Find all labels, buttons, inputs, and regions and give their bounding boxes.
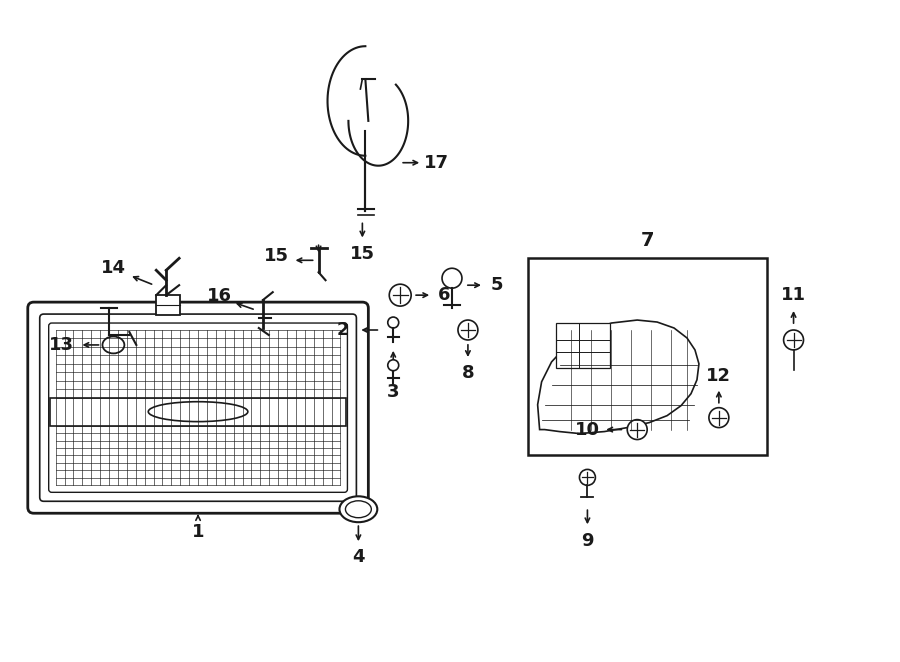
- Bar: [555, 323, 610, 368]
- Bar: [157, 295, 180, 315]
- Circle shape: [458, 320, 478, 340]
- Circle shape: [627, 420, 647, 440]
- Text: 17: 17: [424, 154, 448, 171]
- Text: 1: 1: [192, 523, 204, 541]
- Text: 6: 6: [437, 286, 450, 304]
- Text: 13: 13: [50, 336, 74, 354]
- Circle shape: [784, 330, 804, 350]
- Text: 11: 11: [781, 286, 806, 304]
- Text: 12: 12: [706, 367, 732, 385]
- Text: 10: 10: [575, 420, 600, 439]
- Ellipse shape: [148, 402, 248, 422]
- Text: 2: 2: [337, 321, 348, 339]
- Circle shape: [388, 359, 399, 371]
- Ellipse shape: [346, 500, 372, 518]
- Ellipse shape: [339, 496, 377, 522]
- Circle shape: [709, 408, 729, 428]
- Circle shape: [442, 268, 462, 288]
- FancyBboxPatch shape: [28, 302, 368, 513]
- Circle shape: [390, 284, 411, 306]
- Text: 7: 7: [641, 231, 654, 250]
- Text: 3: 3: [387, 383, 400, 401]
- Circle shape: [580, 469, 596, 485]
- Ellipse shape: [103, 336, 124, 354]
- Text: 5: 5: [491, 276, 503, 294]
- FancyBboxPatch shape: [49, 323, 347, 493]
- Text: 15: 15: [265, 248, 289, 265]
- Text: 14: 14: [101, 260, 126, 277]
- Polygon shape: [537, 320, 699, 434]
- Text: 8: 8: [462, 364, 474, 382]
- Text: 9: 9: [581, 532, 594, 550]
- Text: 4: 4: [352, 548, 365, 566]
- Circle shape: [388, 317, 399, 328]
- Bar: [527, 258, 767, 455]
- Bar: [50, 398, 346, 426]
- Text: 16: 16: [206, 287, 231, 305]
- Text: 15: 15: [350, 246, 375, 263]
